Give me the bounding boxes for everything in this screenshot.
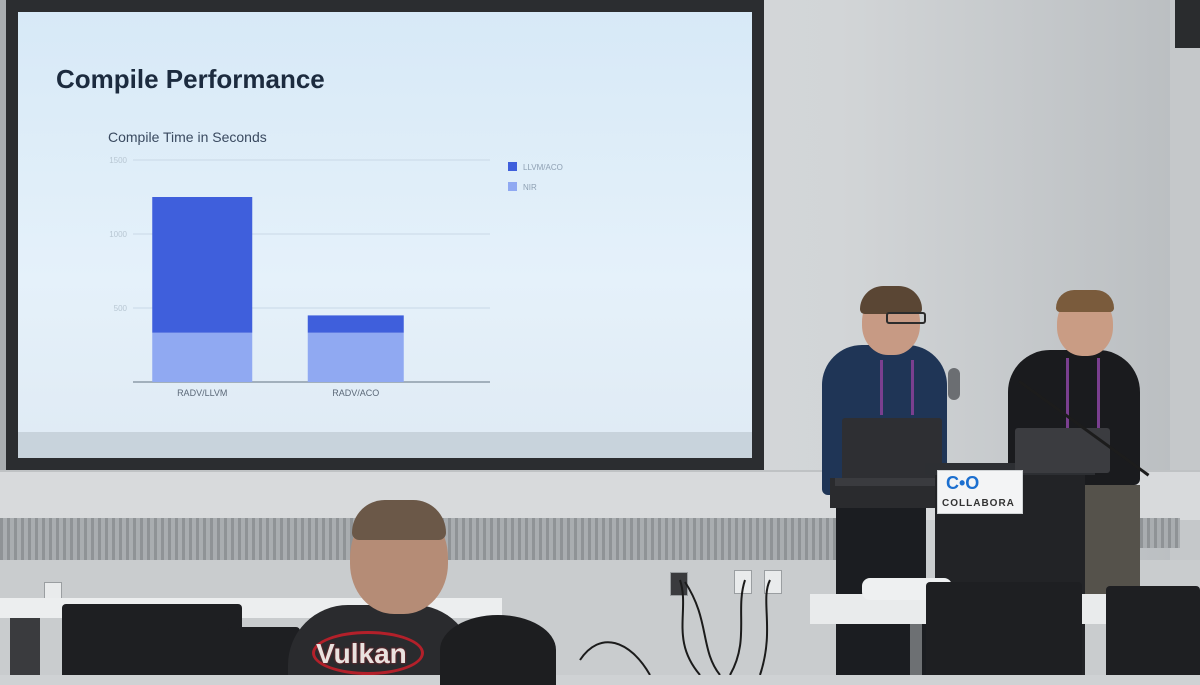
lanyard — [1066, 358, 1100, 428]
chair — [926, 582, 1082, 675]
legend-swatch — [508, 182, 517, 191]
shirt-logo-swirl — [312, 631, 424, 675]
bar-segment — [152, 197, 253, 333]
audience-member-2-head — [440, 615, 556, 685]
x-tick-label: RADV/LLVM — [177, 388, 227, 398]
microphone-icon — [948, 368, 960, 400]
legend-label: LLVM/ACO — [523, 163, 563, 172]
bar-segment — [307, 332, 404, 382]
table-right-leg — [910, 624, 922, 675]
collabora-logo-icon: C•O — [946, 473, 980, 493]
table-left-leg — [10, 618, 40, 675]
power-outlet — [764, 570, 782, 594]
glasses-icon — [886, 312, 926, 324]
legend-swatch — [508, 162, 517, 171]
legend-label: NIR — [523, 183, 537, 192]
chair — [62, 604, 242, 675]
stacked-bar-chart: Compile Time in Seconds 500 1000 1500 RADV/… — [108, 129, 563, 398]
x-tick-label: RADV/ACO — [332, 388, 379, 398]
projection-screen: Compile Performance Compile Time in Seco… — [18, 12, 752, 458]
presenter-left-hair — [860, 286, 922, 314]
sponsor-logo-text: COLLABORA — [942, 498, 1015, 509]
y-tick-label: 1500 — [109, 156, 127, 165]
y-tick-label: 1000 — [109, 230, 127, 239]
bar-segment — [307, 315, 404, 333]
chart-bars — [152, 197, 404, 382]
chart-legend: LLVM/ACO NIR — [508, 162, 563, 192]
cables — [579, 579, 771, 675]
wall-pillar — [1170, 0, 1200, 560]
screen-bottom-edge — [18, 432, 752, 458]
chair — [1106, 586, 1200, 675]
presenter-right-legs — [1085, 485, 1140, 605]
chart-title: Compile Time in Seconds — [108, 129, 267, 145]
lanyard — [880, 360, 914, 415]
bar-segment — [152, 332, 253, 382]
sponsor-logo-plate — [937, 470, 1023, 514]
laptop-left-base — [835, 478, 945, 486]
chart-labels: 500 1000 1500 RADV/LLVM RADV/ACO — [109, 156, 379, 398]
wall-opening — [1175, 0, 1200, 48]
shirt-logo-text: Vulkan — [316, 638, 407, 669]
y-tick-label: 500 — [114, 304, 128, 313]
audience-member-hair — [352, 500, 446, 540]
slide-title: Compile Performance — [56, 64, 325, 94]
presenter-right-hair — [1056, 290, 1114, 312]
power-outlet — [670, 572, 688, 596]
